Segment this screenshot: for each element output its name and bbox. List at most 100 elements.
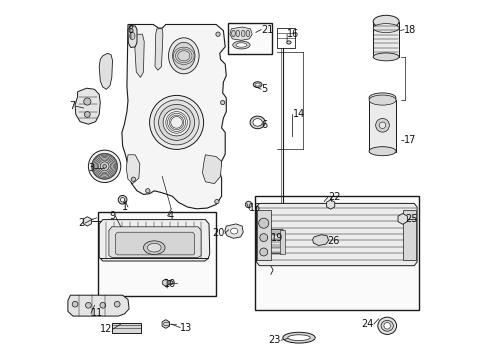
Polygon shape: [68, 295, 129, 316]
Ellipse shape: [260, 234, 268, 242]
Ellipse shape: [232, 30, 235, 37]
Ellipse shape: [245, 201, 252, 208]
Polygon shape: [163, 279, 169, 286]
Bar: [257, 210, 271, 260]
Text: 2: 2: [78, 218, 85, 228]
Ellipse shape: [147, 243, 161, 252]
Ellipse shape: [100, 302, 106, 308]
Bar: [280, 230, 285, 254]
Ellipse shape: [131, 32, 136, 36]
Ellipse shape: [260, 248, 268, 256]
Ellipse shape: [163, 109, 190, 136]
Bar: [112, 323, 141, 333]
Ellipse shape: [373, 53, 399, 61]
Text: 1: 1: [122, 202, 128, 212]
Ellipse shape: [131, 177, 136, 181]
Ellipse shape: [72, 301, 78, 307]
Text: 25: 25: [406, 214, 418, 224]
Ellipse shape: [144, 241, 165, 255]
Polygon shape: [257, 203, 417, 266]
Bar: [373, 22, 399, 57]
Polygon shape: [155, 29, 163, 70]
Ellipse shape: [88, 150, 121, 183]
Text: 3: 3: [88, 163, 95, 174]
Ellipse shape: [100, 162, 109, 171]
Ellipse shape: [84, 112, 90, 117]
Ellipse shape: [376, 118, 390, 132]
Text: 26: 26: [327, 236, 340, 246]
Text: 24: 24: [362, 319, 374, 329]
Ellipse shape: [103, 165, 106, 168]
Bar: [277, 28, 294, 48]
Text: 14: 14: [293, 109, 305, 120]
Bar: [228, 23, 271, 54]
Text: 23: 23: [269, 335, 281, 345]
Ellipse shape: [369, 93, 396, 103]
Text: 19: 19: [271, 233, 283, 243]
Ellipse shape: [169, 38, 199, 74]
Text: 16: 16: [287, 29, 299, 39]
Ellipse shape: [86, 302, 91, 308]
Ellipse shape: [287, 41, 291, 44]
Ellipse shape: [166, 280, 173, 285]
Polygon shape: [83, 217, 91, 226]
Ellipse shape: [283, 332, 315, 343]
Ellipse shape: [259, 218, 269, 228]
Text: 7: 7: [70, 101, 76, 111]
Polygon shape: [327, 200, 335, 209]
Ellipse shape: [381, 320, 393, 331]
Bar: [369, 100, 396, 152]
Bar: [259, 230, 264, 254]
Polygon shape: [225, 224, 243, 238]
Polygon shape: [128, 26, 137, 48]
Ellipse shape: [379, 122, 386, 129]
Ellipse shape: [369, 95, 396, 105]
Text: 4: 4: [168, 211, 174, 221]
Ellipse shape: [130, 32, 135, 40]
Ellipse shape: [114, 301, 120, 307]
Ellipse shape: [220, 100, 225, 105]
Ellipse shape: [146, 189, 150, 193]
Ellipse shape: [118, 195, 127, 204]
Ellipse shape: [215, 199, 219, 204]
Ellipse shape: [236, 43, 247, 47]
Polygon shape: [259, 230, 285, 254]
Bar: [255, 196, 418, 310]
Polygon shape: [230, 27, 252, 40]
Polygon shape: [75, 88, 100, 124]
Text: 20: 20: [213, 228, 225, 238]
Ellipse shape: [159, 104, 195, 140]
Polygon shape: [126, 155, 140, 184]
Text: 9: 9: [109, 211, 116, 221]
Polygon shape: [109, 227, 201, 257]
Ellipse shape: [253, 119, 262, 126]
Text: 10: 10: [164, 279, 176, 289]
Text: 12: 12: [100, 324, 113, 334]
Polygon shape: [99, 53, 113, 89]
Bar: [98, 212, 216, 296]
Ellipse shape: [250, 116, 265, 129]
Ellipse shape: [216, 32, 220, 36]
Polygon shape: [162, 320, 170, 328]
Polygon shape: [134, 34, 144, 77]
Ellipse shape: [149, 95, 204, 149]
Polygon shape: [122, 24, 226, 209]
Polygon shape: [398, 213, 407, 224]
Ellipse shape: [231, 228, 238, 234]
Text: 15: 15: [248, 203, 261, 213]
Polygon shape: [116, 232, 195, 255]
Ellipse shape: [378, 317, 396, 334]
Text: 21: 21: [261, 24, 273, 35]
Ellipse shape: [121, 198, 125, 202]
Ellipse shape: [246, 30, 250, 37]
Ellipse shape: [172, 42, 195, 69]
Ellipse shape: [369, 147, 396, 156]
Text: 11: 11: [91, 308, 103, 318]
Ellipse shape: [242, 30, 245, 37]
Ellipse shape: [373, 15, 399, 28]
Text: 6: 6: [261, 120, 268, 130]
Text: 5: 5: [261, 84, 268, 94]
Text: 13: 13: [180, 323, 193, 333]
Ellipse shape: [84, 98, 91, 105]
Polygon shape: [99, 220, 210, 261]
